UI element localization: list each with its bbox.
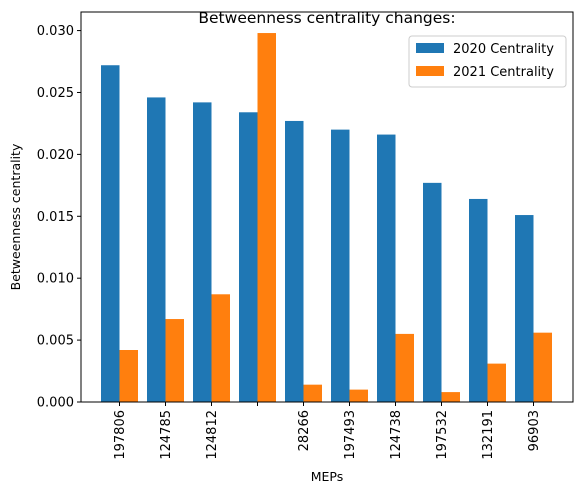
x-tick-label: 124738 xyxy=(389,410,404,460)
bar-2020-3 xyxy=(239,112,258,403)
y-tick-label: 0.025 xyxy=(37,86,74,101)
bar-2020-6 xyxy=(377,134,396,403)
legend-swatch-2021 xyxy=(416,66,444,76)
y-axis: 0.000 0.005 0.010 0.015 0.020 0.025 0.030 xyxy=(37,24,81,411)
legend-swatch-2020 xyxy=(416,43,444,53)
y-tick-label: 0.030 xyxy=(37,24,74,39)
plot-frame xyxy=(80,11,574,403)
y-tick-label: 0.015 xyxy=(37,210,74,225)
bar-2021-9 xyxy=(533,332,552,402)
bar-2020-7 xyxy=(423,182,442,402)
x-tick-label: 28266 xyxy=(297,410,312,451)
bar-2020-5 xyxy=(331,129,350,402)
x-tick-label: 197532 xyxy=(435,410,450,460)
x-tick-label: 124785 xyxy=(159,410,174,460)
bar-2020-1 xyxy=(147,97,166,402)
y-tick-label: 0.000 xyxy=(37,396,74,411)
legend-label-2020: 2020 Centrality xyxy=(453,42,554,57)
bar-2020-9 xyxy=(515,215,534,402)
legend: 2020 Centrality 2021 Centrality xyxy=(408,35,567,88)
bar-2020-0 xyxy=(101,65,120,402)
legend-label-2021: 2021 Centrality xyxy=(453,65,554,80)
bar-2021-2 xyxy=(211,294,230,402)
bar-2020-2 xyxy=(193,102,212,402)
legend-box xyxy=(408,35,567,88)
bar-2021-7 xyxy=(441,392,460,402)
bars-layer xyxy=(101,33,552,403)
bar-2021-4 xyxy=(303,384,322,402)
x-tick-label: 197806 xyxy=(113,410,128,460)
bar-2021-1 xyxy=(165,319,184,402)
bar-2020-8 xyxy=(469,198,488,402)
bar-2021-6 xyxy=(395,333,414,402)
x-tick-label: 132191 xyxy=(481,410,496,460)
x-tick-label: 96903 xyxy=(527,410,542,451)
x-axis: 197806 124785 124812 28266 197493 124738 19753… xyxy=(113,402,542,460)
bar-2021-0 xyxy=(119,350,138,402)
x-tick-label: 197493 xyxy=(343,410,358,460)
bar-2021-5 xyxy=(349,389,368,402)
bar-2021-8 xyxy=(487,363,506,402)
y-tick-label: 0.010 xyxy=(37,272,74,287)
y-tick-label: 0.005 xyxy=(37,334,74,349)
x-tick-label: 124812 xyxy=(205,410,220,460)
y-tick-label: 0.020 xyxy=(37,148,74,163)
y-axis-label: Betweenness centrality xyxy=(8,143,23,290)
bar-2020-4 xyxy=(285,120,304,402)
bar-2021-3 xyxy=(257,33,276,403)
chart-title: Betweenness centrality changes: xyxy=(198,9,455,27)
x-axis-label: MEPs xyxy=(311,469,344,484)
